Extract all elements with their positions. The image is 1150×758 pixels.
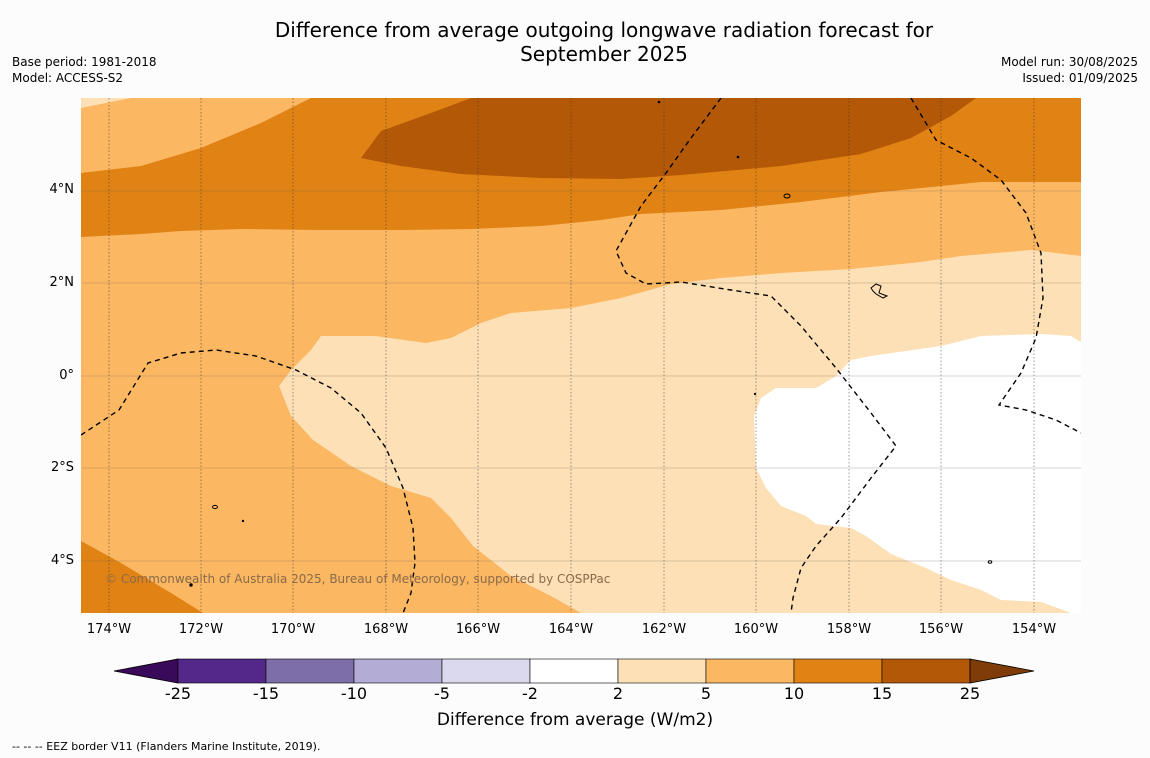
colorbar-tick: 10	[783, 684, 805, 703]
lon-label-168w: 168°W	[363, 622, 409, 637]
band-2-5-corner	[81, 98, 131, 108]
base-period: Base period: 1981-2018	[12, 55, 157, 69]
colorbar-arrow-high	[969, 658, 1035, 684]
colorbar-tick: 15	[871, 684, 893, 703]
lon-label-158w: 158°W	[826, 622, 872, 637]
lat-label-equator: 0°	[59, 368, 74, 383]
colorbar-tick: -5	[434, 684, 450, 703]
colorbar-tick: 5	[700, 684, 712, 703]
colorbar-tick: -10	[340, 684, 368, 703]
model-run: Model run: 30/08/2025	[1000, 55, 1138, 69]
colorbar-label: Difference from average (W/m2)	[436, 710, 714, 730]
map-title-line1: Difference from average outgoing longwav…	[274, 18, 934, 42]
colorbar-seg-15-25	[881, 658, 971, 684]
colorbar-seg-minus15-minus10	[265, 658, 355, 684]
meta-left: Base period: 1981-2018 Model: ACCESS-S2	[12, 54, 157, 86]
colorbar-seg-minus25-minus15	[177, 658, 267, 684]
meta-right: Model run: 30/08/2025 Issued: 01/09/2025	[1001, 54, 1138, 86]
colorbar-arrow-low	[113, 658, 179, 684]
eez-borders	[81, 98, 1081, 613]
colorbar-tick: -15	[252, 684, 280, 703]
lon-label-172w: 172°W	[178, 622, 224, 637]
issued-date: Issued: 01/09/2025	[1022, 71, 1138, 85]
colorbar-tick: 2	[612, 684, 624, 703]
lon-label-156w: 156°W	[918, 622, 964, 637]
lat-label-2s: 2°S	[50, 460, 74, 475]
colorbar	[113, 658, 1035, 684]
lat-gridlines	[81, 190, 1081, 562]
colorbar-seg-minus5-minus2	[441, 658, 531, 684]
lon-label-154w: 154°W	[1011, 622, 1057, 637]
lon-label-174w: 174°W	[86, 622, 132, 637]
band-10-15-southwest	[81, 541, 203, 613]
copyright-notice: © Commonwealth of Australia 2025, Bureau…	[105, 572, 611, 586]
lat-label-4n: 4°N	[49, 182, 75, 197]
colorbar-seg-minus2-2	[529, 658, 619, 684]
band-15-25-north	[361, 98, 976, 179]
colorbar-seg-5-10	[705, 658, 795, 684]
colorbar-seg-2-5	[617, 658, 707, 684]
colorbar-tick: -2	[522, 684, 538, 703]
lon-label-162w: 162°W	[641, 622, 687, 637]
lon-label-164w: 164°W	[548, 622, 594, 637]
map-title-line2: September 2025	[520, 42, 688, 66]
eez-footnote: -- -- -- EEZ border V11 (Flanders Marine…	[12, 740, 321, 753]
lat-label-4s: 4°S	[50, 553, 74, 568]
colorbar-tick: 25	[959, 684, 981, 703]
lon-label-170w: 170°W	[270, 622, 316, 637]
lon-label-160w: 160°W	[733, 622, 779, 637]
map-frame[interactable]: © Commonwealth of Australia 2025, Bureau…	[81, 98, 1081, 613]
colorbar-tick: -25	[164, 684, 192, 703]
colorbar-seg-minus10-minus5	[353, 658, 443, 684]
map-svg	[81, 98, 1081, 613]
colorbar-seg-10-15	[793, 658, 883, 684]
lat-label-2n: 2°N	[49, 275, 75, 290]
map-title: Difference from average outgoing longwav…	[0, 18, 1150, 66]
model-name: Model: ACCESS-S2	[12, 71, 124, 85]
islands	[189, 100, 993, 587]
lon-label-166w: 166°W	[455, 622, 501, 637]
